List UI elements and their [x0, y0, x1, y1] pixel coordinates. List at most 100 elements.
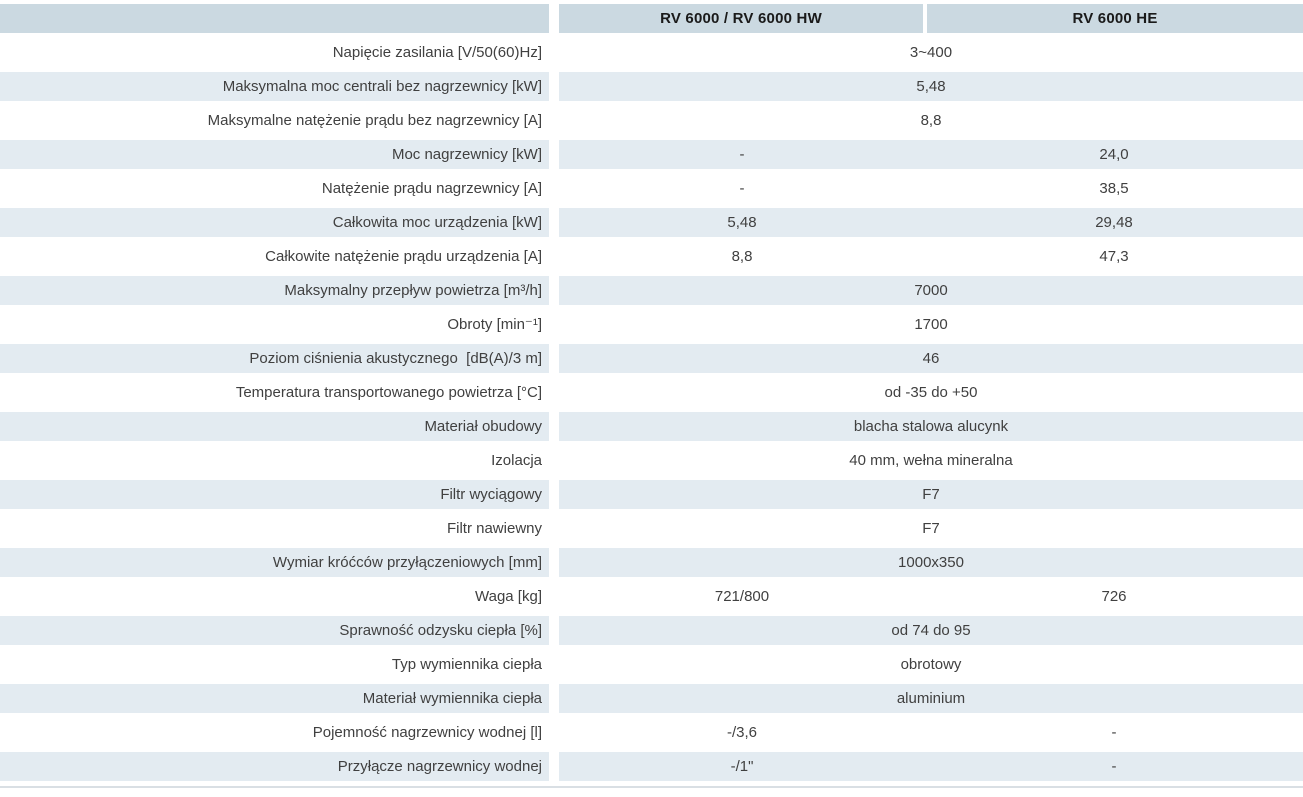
column-gutter [549, 412, 559, 441]
column-gutter [549, 208, 559, 237]
column-gutter [549, 514, 559, 543]
table-row: Maksymalna moc centrali bez nagrzewnicy … [0, 72, 1303, 101]
column-gutter [549, 310, 559, 339]
column-gutter [549, 276, 559, 305]
row-value-col1: -/1" [559, 752, 925, 781]
table-row: Sprawność odzysku ciepła [%] od 74 do 95 [0, 616, 1303, 645]
row-label: Wymiar króćców przyłączeniowych [mm] [0, 548, 549, 577]
row-value-col1: -/3,6 [726, 724, 757, 741]
row-value-span: 5,48 [559, 72, 1303, 101]
table-body: Napięcie zasilania [V/50(60)Hz] 3~400 Maks… [0, 38, 1303, 781]
column-gutter [549, 752, 559, 781]
table-row: Maksymalny przepływ powietrza [m³/h] 7000 [0, 276, 1303, 305]
row-label: Natężenie prądu nagrzewnicy [A] [321, 180, 542, 197]
table-row: Temperatura transportowanego powietrza [… [0, 378, 1303, 407]
row-value-col1: 5,48 [559, 208, 925, 237]
table-row: Natężenie prądu nagrzewnicy [A] - 38,5 [0, 174, 1303, 203]
row-label: Maksymalna moc centrali bez nagrzewnicy … [0, 72, 549, 101]
row-value-span: 1000x350 [559, 548, 1303, 577]
row-value-span: aluminium [559, 684, 1303, 713]
table-row: Materiał wymiennika ciepła aluminium [0, 684, 1303, 713]
column-gutter [549, 174, 559, 203]
row-label: Obroty [min⁻¹] [447, 316, 542, 333]
row-value-span: od -35 do +50 [884, 384, 978, 401]
row-value-col2: - [1111, 724, 1117, 741]
table-row: Filtr nawiewny F7 [0, 514, 1303, 543]
table-header-row: RV 6000 / RV 6000 HW RV 6000 HE [0, 4, 1303, 33]
row-label: Całkowite natężenie prądu urządzenia [A] [265, 248, 542, 265]
row-label: Materiał wymiennika ciepła [0, 684, 549, 713]
column-gutter [549, 446, 559, 475]
row-label: Izolacja [491, 452, 542, 469]
row-value-span: od 74 do 95 [559, 616, 1303, 645]
header-corner-cell [0, 4, 549, 33]
table-row: Obroty [min⁻¹] 1700 [0, 310, 1303, 339]
row-value-col2: 47,3 [1099, 248, 1129, 265]
column-gutter [549, 582, 559, 611]
row-label: Pojemność nagrzewnicy wodnej [l] [312, 724, 542, 741]
row-label: Przyłącze nagrzewnicy wodnej [0, 752, 549, 781]
row-label: Maksymalne natężenie prądu bez nagrzewni… [207, 112, 542, 129]
table-row: Typ wymiennika ciepła obrotowy [0, 650, 1303, 679]
row-label: Całkowita moc urządzenia [kW] [0, 208, 549, 237]
row-value-span: 1700 [914, 316, 948, 333]
column-gutter [549, 684, 559, 713]
row-value-span: blacha stalowa alucynk [559, 412, 1303, 441]
row-label: Filtr wyciągowy [0, 480, 549, 509]
row-value-span: 46 [559, 344, 1303, 373]
table-row: Całkowite natężenie prądu urządzenia [A]… [0, 242, 1303, 271]
row-value-col2: 726 [1101, 588, 1127, 605]
row-value-span: 7000 [559, 276, 1303, 305]
row-value-col1: - [559, 140, 925, 169]
row-value-col2: - [925, 752, 1303, 781]
table-row: Filtr wyciągowy F7 [0, 480, 1303, 509]
column-gutter [549, 378, 559, 407]
column-gutter [549, 480, 559, 509]
row-label: Temperatura transportowanego powietrza [… [235, 384, 542, 401]
row-label: Typ wymiennika ciepła [391, 656, 542, 673]
row-value-span: 40 mm, wełna mineralna [849, 452, 1013, 469]
row-label: Moc nagrzewnicy [kW] [0, 140, 549, 169]
row-value-span: F7 [922, 520, 940, 537]
row-label: Filtr nawiewny [446, 520, 542, 537]
row-value-col1: - [739, 180, 745, 197]
column-gutter [549, 650, 559, 679]
row-value-span: 8,8 [920, 112, 942, 129]
column-gutter [549, 4, 559, 33]
column-gutter [549, 38, 559, 67]
table-row: Wymiar króćców przyłączeniowych [mm] 1000… [0, 548, 1303, 577]
row-label: Materiał obudowy [0, 412, 549, 441]
column-gutter [549, 616, 559, 645]
row-value-span: F7 [559, 480, 1303, 509]
row-label: Maksymalny przepływ powietrza [m³/h] [0, 276, 549, 305]
table-row: Materiał obudowy blacha stalowa alucynk [0, 412, 1303, 441]
column-header-rv6000-hw: RV 6000 / RV 6000 HW [559, 4, 923, 33]
row-label: Sprawność odzysku ciepła [%] [0, 616, 549, 645]
table-row: Waga [kg] 721/800 726 [0, 582, 1303, 611]
column-gutter [549, 548, 559, 577]
table-row: Przyłącze nagrzewnicy wodnej -/1" - [0, 752, 1303, 781]
row-value-col2: 38,5 [1099, 180, 1129, 197]
row-value-span: 3~400 [909, 44, 953, 61]
table-row: Maksymalne natężenie prądu bez nagrzewni… [0, 106, 1303, 135]
table-row: Pojemność nagrzewnicy wodnej [l] -/3,6 - [0, 718, 1303, 747]
row-label: Waga [kg] [475, 588, 542, 605]
column-gutter [549, 140, 559, 169]
column-gutter [549, 106, 559, 135]
column-gutter [549, 718, 559, 747]
table-bottom-rule [0, 786, 1303, 788]
row-label: Poziom ciśnienia akustycznego [dB(A)/3 m… [0, 344, 549, 373]
table-row: Całkowita moc urządzenia [kW] 5,48 29,48 [0, 208, 1303, 237]
column-gutter [549, 72, 559, 101]
row-value-span: obrotowy [900, 656, 962, 673]
column-gutter [549, 242, 559, 271]
row-value-col2: 29,48 [925, 208, 1303, 237]
row-label: Napięcie zasilania [V/50(60)Hz] [332, 44, 542, 61]
table-row: Izolacja 40 mm, wełna mineralna [0, 446, 1303, 475]
column-gutter [549, 344, 559, 373]
table-row: Moc nagrzewnicy [kW] -24,0 [0, 140, 1303, 169]
row-value-col1: 721/800 [714, 588, 770, 605]
row-value-col1: 8,8 [731, 248, 753, 265]
